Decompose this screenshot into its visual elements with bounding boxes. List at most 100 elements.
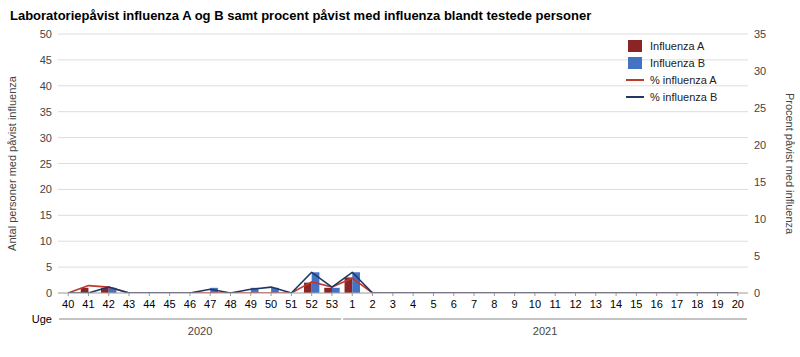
x-tick-label: 19 — [711, 298, 723, 310]
x-tick-label: 4 — [410, 298, 416, 310]
x-tick — [230, 293, 231, 296]
grid-line — [58, 59, 748, 60]
x-tick-label: 16 — [651, 298, 663, 310]
legend-swatch — [626, 79, 644, 81]
year-bracket — [59, 319, 341, 320]
grid-line — [58, 85, 748, 86]
y-tick-label: 20 — [40, 183, 52, 195]
line — [68, 272, 738, 293]
x-tick — [271, 293, 272, 296]
y2-tick-label: 25 — [754, 102, 766, 114]
x-tick — [169, 293, 170, 296]
x-tick-label: 1 — [349, 298, 355, 310]
x-tick — [210, 293, 211, 296]
x-tick-label: 53 — [326, 298, 338, 310]
x-tick — [129, 293, 130, 296]
x-tick — [656, 293, 657, 296]
x-tick-label: 12 — [569, 298, 581, 310]
grid-line — [58, 137, 748, 138]
grid-line — [58, 241, 748, 242]
x-tick — [595, 293, 596, 296]
x-tick — [616, 293, 617, 296]
x-tick — [575, 293, 576, 296]
x-tick — [331, 293, 332, 296]
y2-tick-label: 10 — [754, 213, 766, 225]
line — [68, 278, 738, 293]
y-tick-label: 5 — [46, 261, 52, 273]
x-axis-label: Uge — [32, 313, 52, 325]
x-tick-label: 46 — [184, 298, 196, 310]
y2-tick-label: 35 — [754, 28, 766, 40]
grid — [58, 34, 748, 293]
x-tick — [474, 293, 475, 296]
x-tick — [433, 293, 434, 296]
x-tick — [372, 293, 373, 296]
bar — [324, 288, 332, 293]
grid-line — [58, 111, 748, 112]
x-tick — [697, 293, 698, 296]
x-tick-label: 7 — [471, 298, 477, 310]
x-tick — [88, 293, 89, 296]
x-tick-label: 18 — [691, 298, 703, 310]
x-tick-label: 40 — [62, 298, 74, 310]
x-tick — [737, 293, 738, 296]
x-tick-label: 41 — [82, 298, 94, 310]
legend-label: % influenza A — [650, 74, 717, 86]
legend-swatch — [628, 40, 642, 52]
grid-line — [58, 267, 748, 268]
y-tick-label: 30 — [40, 132, 52, 144]
x-tick — [514, 293, 515, 296]
x-tick-label: 8 — [491, 298, 497, 310]
x-tick-label: 11 — [549, 298, 560, 310]
x-tick — [494, 293, 495, 296]
x-tick-label: 50 — [265, 298, 277, 310]
year-bracket — [343, 319, 747, 320]
x-tick — [413, 293, 414, 296]
y-tick-label: 10 — [40, 235, 52, 247]
legend-swatch — [628, 57, 642, 69]
x-tick-label: 2 — [369, 298, 375, 310]
title: Laboratoriepåvist influenza A og B samt … — [10, 8, 591, 23]
year-label: 2021 — [533, 325, 557, 337]
x-tick-label: 44 — [143, 298, 155, 310]
x-tick — [291, 293, 292, 296]
x-tick — [453, 293, 454, 296]
x-tick-label: 14 — [610, 298, 622, 310]
x-tick-label: 52 — [306, 298, 318, 310]
x-tick — [636, 293, 637, 296]
y2-tick-label: 30 — [754, 65, 766, 77]
x-tick-label: 13 — [590, 298, 602, 310]
x-tick-label: 9 — [512, 298, 518, 310]
x-tick — [108, 293, 109, 296]
x-tick — [392, 293, 393, 296]
x-tick-label: 3 — [390, 298, 396, 310]
x-tick-label: 10 — [529, 298, 541, 310]
x-tick-label: 49 — [245, 298, 257, 310]
x-tick-label: 45 — [163, 298, 175, 310]
legend-label: % influenza B — [650, 91, 717, 103]
x-tick — [676, 293, 677, 296]
x-tick-label: 42 — [103, 298, 115, 310]
y2-tick-label: 5 — [754, 250, 760, 262]
x-tick-label: 17 — [671, 298, 683, 310]
grid-line — [58, 293, 748, 294]
grid-line — [58, 34, 748, 35]
x-tick — [250, 293, 251, 296]
y-tick-label: 45 — [40, 54, 52, 66]
y-tick-label: 25 — [40, 158, 52, 170]
y-axis-label: Antal personer med påvist influenza — [6, 75, 18, 251]
legend-swatch — [626, 96, 644, 98]
bar — [332, 288, 340, 293]
x-tick — [555, 293, 556, 296]
y-tick-label: 0 — [46, 287, 52, 299]
y-tick-label: 15 — [40, 209, 52, 221]
x-tick-label: 5 — [430, 298, 436, 310]
x-tick — [149, 293, 150, 296]
x-tick — [717, 293, 718, 296]
y2-tick-label: 20 — [754, 139, 766, 151]
x-tick — [352, 293, 353, 296]
x-tick-label: 48 — [224, 298, 236, 310]
x-tick — [189, 293, 190, 296]
x-tick-label: 15 — [630, 298, 642, 310]
x-tick — [311, 293, 312, 296]
